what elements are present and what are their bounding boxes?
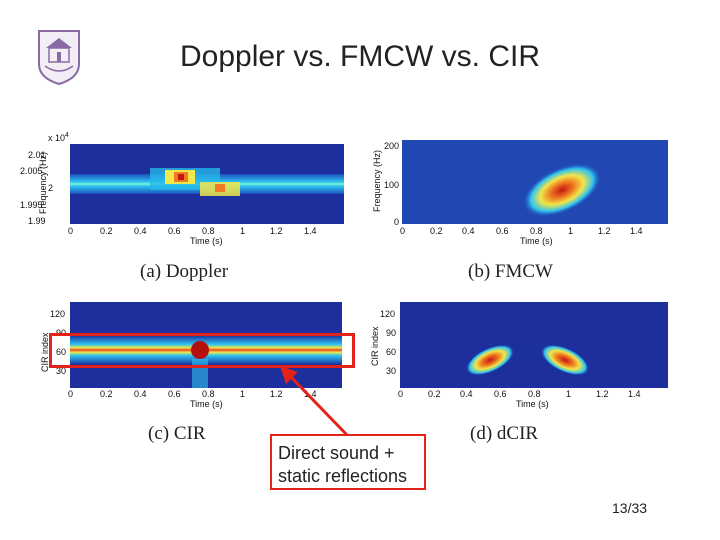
university-seal-icon — [36, 28, 82, 86]
y-tick: 30 — [386, 366, 397, 376]
x-tick: 0.8 — [202, 389, 215, 399]
x-tick: 0.6 — [494, 389, 507, 399]
panel-caption: (c) CIR — [148, 423, 206, 444]
x-tick: 0.8 — [530, 226, 543, 236]
page-number: 13/33 — [612, 500, 648, 516]
x-tick: 0.2 — [430, 226, 443, 236]
x-tick: 0.2 — [100, 389, 113, 399]
x-tick: 1.2 — [270, 226, 283, 236]
y-tick: 60 — [56, 347, 67, 357]
cir-heatmap — [70, 302, 342, 388]
panel-caption: (d) dCIR — [470, 423, 539, 444]
callout-line: static reflections — [278, 466, 408, 486]
x-tick: 0.6 — [496, 226, 509, 236]
y-tick: 1.995 — [20, 200, 43, 210]
x-tick: 1 — [568, 226, 574, 236]
y-tick: 90 — [386, 328, 397, 338]
callout-line: Direct sound + — [278, 443, 395, 463]
x-tick: 0.4 — [462, 226, 475, 236]
y-tick: 120 — [380, 309, 396, 319]
y-tick: 0 — [394, 217, 400, 227]
x-tick: 1.4 — [304, 389, 317, 399]
doppler-spectrogram — [70, 144, 344, 224]
x-axis-label: Time (s) — [520, 236, 553, 246]
slide-title: Doppler vs. FMCW vs. CIR — [179, 40, 541, 73]
x-tick: 1.2 — [598, 226, 611, 236]
x-tick: 1.4 — [628, 389, 641, 399]
y-multiplier-label: x 104 — [48, 132, 69, 143]
dcir-heatmap — [400, 302, 668, 388]
y-tick: 1.99 — [28, 216, 46, 226]
dcir-motion-blob — [465, 344, 515, 376]
x-tick: 0.4 — [460, 389, 473, 399]
callout-arrow-icon — [280, 366, 350, 438]
static-band-highlight — [49, 333, 355, 368]
x-tick: 0 — [398, 389, 404, 399]
y-axis-label: Frequency (Hz) — [372, 149, 382, 212]
callout-box: Direct sound + static reflections — [270, 434, 426, 490]
x-tick: 1 — [240, 389, 246, 399]
doppler-motion-blob — [150, 168, 240, 196]
x-tick: 1.2 — [270, 389, 283, 399]
x-tick: 1.4 — [630, 226, 643, 236]
y-tick: 2.005 — [20, 166, 43, 176]
y-tick: 100 — [384, 180, 400, 190]
x-tick: 0 — [68, 226, 74, 236]
x-tick: 1 — [240, 226, 246, 236]
x-tick: 0.6 — [168, 226, 181, 236]
x-tick: 0 — [68, 389, 74, 399]
x-tick: 0.8 — [528, 389, 541, 399]
y-tick: 200 — [384, 141, 400, 151]
x-tick: 1.4 — [304, 226, 317, 236]
x-axis-label: Time (s) — [190, 399, 223, 409]
panel-caption: (b) FMCW — [468, 261, 553, 282]
x-axis-label: Time (s) — [516, 399, 549, 409]
y-tick: 60 — [386, 347, 397, 357]
x-tick: 0 — [400, 226, 406, 236]
x-tick: 0.4 — [134, 389, 147, 399]
panel-caption: (a) Doppler — [140, 261, 229, 282]
y-tick: 2.01 — [28, 150, 46, 160]
x-tick: 1 — [566, 389, 572, 399]
y-tick: 30 — [56, 366, 67, 376]
x-axis-label: Time (s) — [190, 236, 223, 246]
y-tick: 120 — [50, 309, 66, 319]
fmcw-motion-blob — [522, 163, 602, 217]
x-tick: 0.2 — [428, 389, 441, 399]
x-tick: 1.2 — [596, 389, 609, 399]
fmcw-spectrogram — [402, 140, 668, 224]
cir-motion-spot — [191, 341, 209, 359]
x-tick: 0.6 — [168, 389, 181, 399]
x-tick: 0.8 — [202, 226, 215, 236]
x-tick: 0.2 — [100, 226, 113, 236]
dcir-motion-blob — [540, 344, 590, 376]
x-tick: 0.4 — [134, 226, 147, 236]
y-tick: 2 — [48, 183, 54, 193]
